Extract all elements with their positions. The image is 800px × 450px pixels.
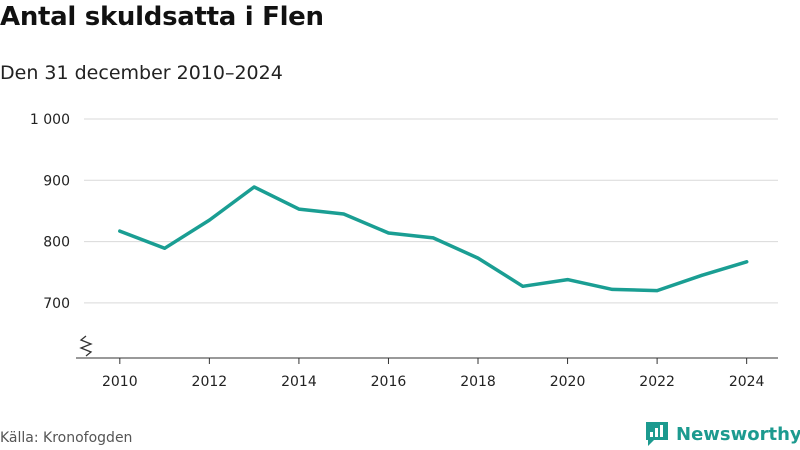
data-point [163, 246, 167, 250]
brand-logo[interactable]: Newsworthy [644, 420, 800, 448]
x-tick-label: 2012 [192, 374, 228, 390]
data-point [431, 236, 435, 240]
series [118, 185, 749, 293]
tick-labels: 700 800 900 1 000 2010 2012 2014 2016 2018 2020 20… [30, 112, 765, 390]
x-tick-label: 2022 [639, 374, 675, 390]
x-tick-label: 2024 [729, 374, 765, 390]
data-point [118, 229, 122, 233]
source-note: Källa: Kronofogden [0, 430, 133, 446]
brand-name: Newsworthy [676, 423, 800, 445]
chart-subtitle: Den 31 december 2010–2024 [0, 62, 283, 84]
data-point [521, 284, 525, 288]
y-tick-label: 800 [43, 235, 70, 251]
data-point [297, 207, 301, 211]
data-point [700, 273, 704, 277]
zigzag-break-icon [79, 335, 93, 357]
data-point [252, 185, 256, 189]
y-tick-label: 700 [43, 296, 70, 312]
y-tick-label: 1 000 [30, 112, 70, 128]
data-point [610, 287, 614, 291]
data-point [745, 260, 749, 264]
data-point [342, 212, 346, 216]
x-tick-label: 2020 [550, 374, 586, 390]
line-chart: 700 800 900 1 000 2010 2012 2014 2016 2018 2020 20… [30, 112, 778, 390]
x-tick-label: 2018 [460, 374, 496, 390]
data-point [386, 231, 390, 235]
gridlines [84, 118, 778, 304]
axes [76, 335, 778, 364]
x-tick-label: 2016 [371, 374, 407, 390]
chart-title: Antal skuldsatta i Flen [0, 2, 324, 32]
data-point [566, 278, 570, 282]
data-point [655, 289, 659, 293]
y-tick-label: 900 [43, 173, 70, 189]
bar-chart-speech-bubble-icon [646, 422, 668, 446]
data-point [476, 256, 480, 260]
data-point [207, 218, 211, 222]
x-tick-label: 2014 [281, 374, 317, 390]
x-tick-label: 2010 [102, 374, 138, 390]
